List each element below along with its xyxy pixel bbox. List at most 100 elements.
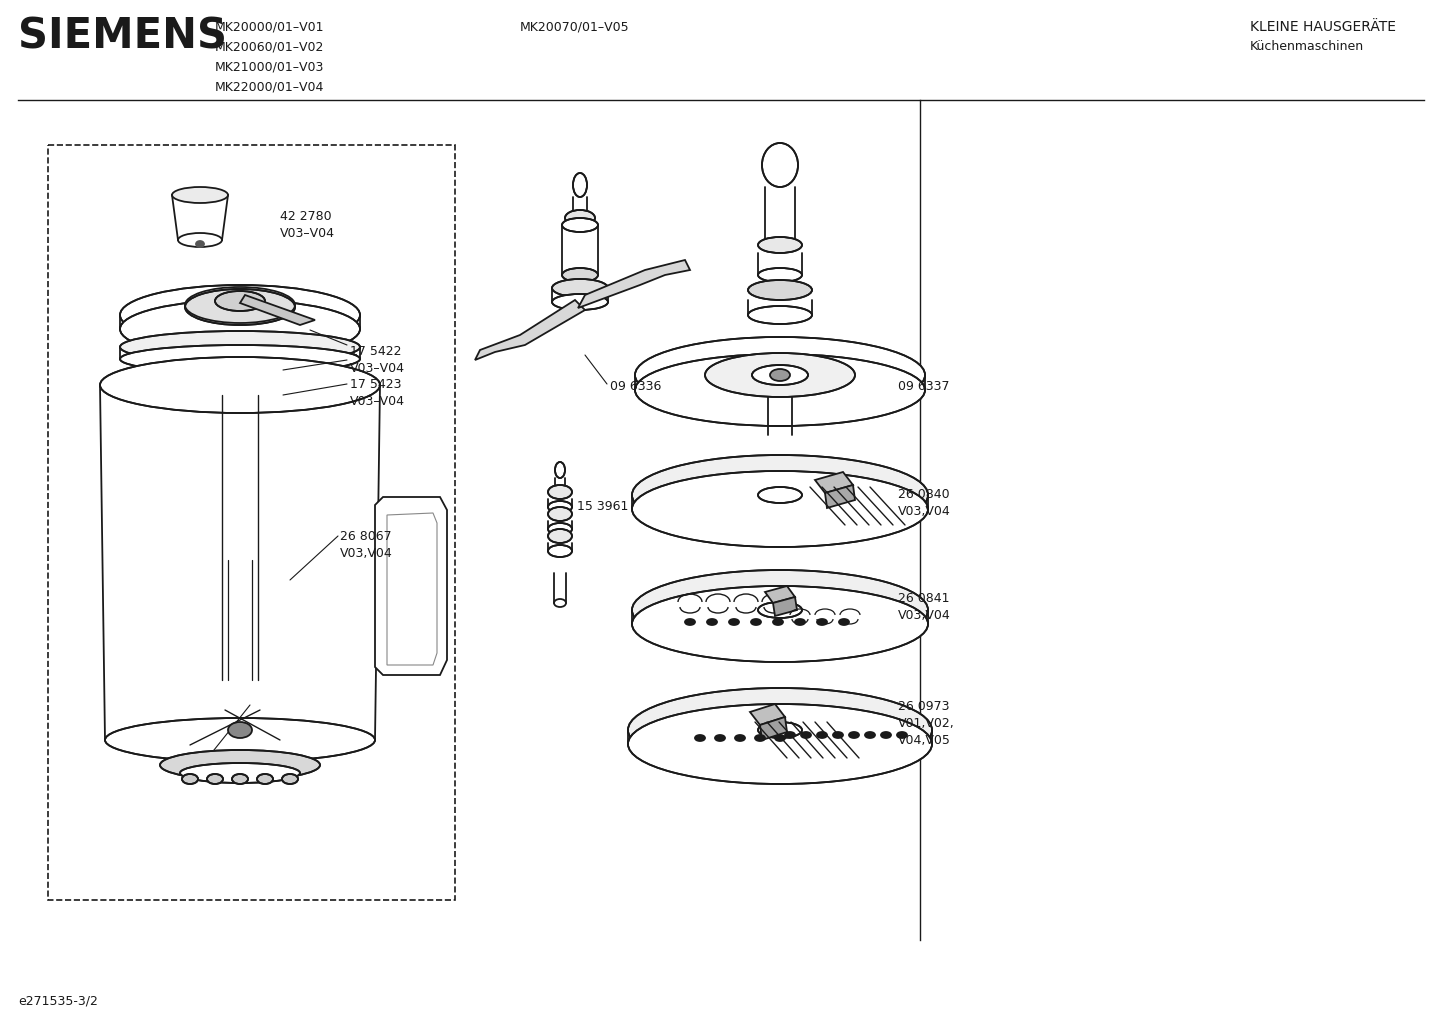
Ellipse shape <box>800 732 810 738</box>
Ellipse shape <box>735 735 746 741</box>
Ellipse shape <box>795 619 805 625</box>
Ellipse shape <box>632 455 929 535</box>
Ellipse shape <box>180 763 300 783</box>
Ellipse shape <box>865 732 875 738</box>
Ellipse shape <box>761 143 797 187</box>
Ellipse shape <box>849 732 859 738</box>
Ellipse shape <box>748 306 812 324</box>
Ellipse shape <box>758 268 802 282</box>
Text: 17 5422
V03–V04: 17 5422 V03–V04 <box>350 345 405 375</box>
Ellipse shape <box>120 345 360 373</box>
Polygon shape <box>760 717 787 740</box>
Text: KLEINE HAUSGERÄTE: KLEINE HAUSGERÄTE <box>1250 20 1396 34</box>
Ellipse shape <box>758 602 802 618</box>
Ellipse shape <box>160 750 320 780</box>
Ellipse shape <box>748 280 812 300</box>
Polygon shape <box>825 485 855 508</box>
Ellipse shape <box>634 354 924 426</box>
Ellipse shape <box>818 732 828 738</box>
Ellipse shape <box>562 268 598 282</box>
Ellipse shape <box>120 331 360 363</box>
Ellipse shape <box>548 501 572 513</box>
Ellipse shape <box>105 718 375 762</box>
Text: 09 6337: 09 6337 <box>898 380 949 393</box>
Ellipse shape <box>897 732 907 738</box>
Text: SIEMENS: SIEMENS <box>17 15 226 57</box>
Ellipse shape <box>774 735 784 741</box>
Ellipse shape <box>758 237 802 253</box>
Ellipse shape <box>182 774 198 784</box>
Ellipse shape <box>228 722 252 738</box>
Text: MK22000/01–V04: MK22000/01–V04 <box>215 81 324 93</box>
Polygon shape <box>172 195 228 240</box>
Ellipse shape <box>565 210 596 226</box>
Ellipse shape <box>715 735 725 741</box>
Polygon shape <box>386 513 437 665</box>
Ellipse shape <box>730 619 738 625</box>
Text: 26 0841
V03,V04: 26 0841 V03,V04 <box>898 592 950 622</box>
Ellipse shape <box>120 300 360 358</box>
Ellipse shape <box>756 735 766 741</box>
Text: MK21000/01–V03: MK21000/01–V03 <box>215 60 324 73</box>
Text: Küchenmaschinen: Küchenmaschinen <box>1250 40 1364 53</box>
Ellipse shape <box>629 688 932 772</box>
Ellipse shape <box>632 471 929 547</box>
Text: 26 0973
V01,V02,
V04,V05: 26 0973 V01,V02, V04,V05 <box>898 700 955 747</box>
Ellipse shape <box>196 242 203 247</box>
Polygon shape <box>474 300 585 360</box>
Ellipse shape <box>751 619 761 625</box>
Text: 26 0840
V03,V04: 26 0840 V03,V04 <box>898 488 950 518</box>
Text: 17 5423
V03–V04: 17 5423 V03–V04 <box>350 378 405 408</box>
Ellipse shape <box>548 545 572 557</box>
Ellipse shape <box>685 619 695 625</box>
Ellipse shape <box>562 218 598 232</box>
Ellipse shape <box>548 507 572 521</box>
Ellipse shape <box>120 285 360 345</box>
Text: 09 6336: 09 6336 <box>610 380 662 393</box>
Ellipse shape <box>548 529 572 543</box>
Text: 26 8067
V03,V04: 26 8067 V03,V04 <box>340 530 392 560</box>
Polygon shape <box>239 294 314 325</box>
Ellipse shape <box>629 704 932 784</box>
Ellipse shape <box>177 233 222 247</box>
Text: MK20060/01–V02: MK20060/01–V02 <box>215 40 324 53</box>
Text: 15 3961: 15 3961 <box>577 500 629 513</box>
Ellipse shape <box>770 369 790 381</box>
Ellipse shape <box>555 462 565 478</box>
Ellipse shape <box>99 357 381 413</box>
Ellipse shape <box>634 337 924 413</box>
Ellipse shape <box>705 353 855 397</box>
Ellipse shape <box>773 619 783 625</box>
Ellipse shape <box>215 291 265 311</box>
Polygon shape <box>815 472 854 493</box>
Ellipse shape <box>784 732 795 738</box>
Ellipse shape <box>552 294 609 310</box>
Ellipse shape <box>552 279 609 297</box>
Ellipse shape <box>283 774 298 784</box>
Ellipse shape <box>833 732 844 738</box>
Polygon shape <box>766 586 795 603</box>
Ellipse shape <box>881 732 891 738</box>
Ellipse shape <box>632 570 929 650</box>
Ellipse shape <box>208 774 224 784</box>
Ellipse shape <box>572 173 587 197</box>
Ellipse shape <box>548 485 572 499</box>
Ellipse shape <box>758 722 802 738</box>
Ellipse shape <box>839 619 849 625</box>
Polygon shape <box>578 260 691 308</box>
Text: 42 2780
V03–V04: 42 2780 V03–V04 <box>280 210 335 240</box>
Ellipse shape <box>758 487 802 503</box>
Ellipse shape <box>695 735 705 741</box>
Ellipse shape <box>185 289 296 325</box>
Ellipse shape <box>707 619 717 625</box>
Ellipse shape <box>548 523 572 535</box>
Ellipse shape <box>818 619 828 625</box>
Ellipse shape <box>257 774 273 784</box>
Polygon shape <box>773 597 797 616</box>
Polygon shape <box>750 704 784 725</box>
Text: MK20070/01–V05: MK20070/01–V05 <box>521 20 630 33</box>
Ellipse shape <box>172 187 228 203</box>
Text: MK20000/01–V01: MK20000/01–V01 <box>215 20 324 33</box>
Text: e271535-3/2: e271535-3/2 <box>17 995 98 1008</box>
Ellipse shape <box>632 586 929 662</box>
